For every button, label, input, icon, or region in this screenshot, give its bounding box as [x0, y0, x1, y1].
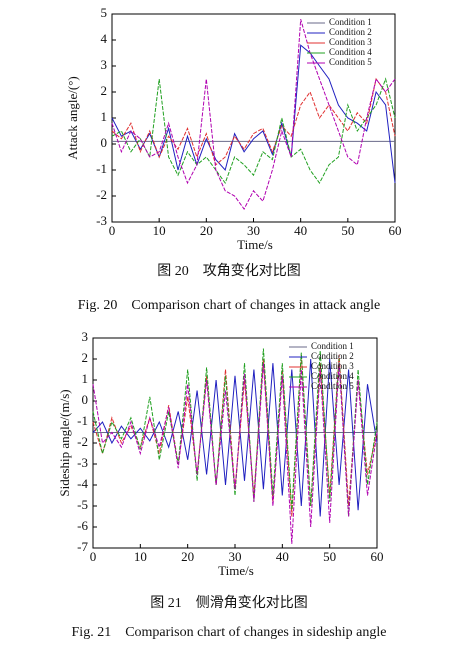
- series-line: [111, 19, 396, 210]
- caption-en: Fig. 21 Comparison chart of changes in s…: [72, 625, 387, 640]
- x-axis-label: Time/s: [237, 237, 273, 252]
- x-tick-label: 60: [371, 549, 384, 564]
- x-tick-label: 50: [341, 223, 354, 238]
- caption-cn: 图 20 攻角变化对比图: [157, 263, 301, 279]
- y-tick-label: 4: [101, 31, 108, 46]
- y-tick-label: -6: [77, 518, 88, 533]
- y-tick-label: -2: [77, 434, 88, 449]
- y-tick-label: 0: [82, 392, 89, 407]
- x-tick-label: 30: [229, 549, 242, 564]
- legend-label: Condition 5: [329, 57, 372, 67]
- y-tick-label: 2: [82, 350, 89, 365]
- series-line: [111, 77, 396, 185]
- x-tick-label: 60: [389, 223, 402, 238]
- y-tick-label: -7: [77, 539, 88, 554]
- x-tick-label: 30: [247, 223, 260, 238]
- caption-en: Fig. 20 Comparison chart of changes in a…: [78, 298, 380, 313]
- y-tick-label: 2: [101, 83, 108, 98]
- y-tick-label: 3: [82, 329, 89, 344]
- series-line: [92, 348, 378, 517]
- legend-label: Condition 3: [329, 37, 372, 47]
- y-tick-label: -3: [96, 213, 107, 228]
- x-tick-label: 50: [323, 549, 336, 564]
- y-tick-label: -2: [96, 187, 107, 202]
- series-line: [111, 77, 396, 166]
- legend-label: Condition 4: [329, 47, 372, 57]
- x-tick-label: 40: [276, 549, 289, 564]
- y-tick-label: -1: [77, 413, 88, 428]
- legend-label: Condition 2: [329, 27, 372, 37]
- y-tick-label: -1: [96, 161, 107, 176]
- series-line: [92, 363, 378, 544]
- series-line: [92, 358, 378, 517]
- caption-cn: 图 21 侧滑角变化对比图: [150, 594, 308, 611]
- legend-label: Condition 3: [311, 361, 354, 371]
- x-tick-label: 10: [134, 549, 147, 564]
- x-tick-label: 0: [109, 223, 116, 238]
- x-axis-label: Time/s: [218, 563, 254, 578]
- y-tick-label: -5: [77, 497, 88, 512]
- x-tick-label: 0: [90, 549, 97, 564]
- legend-label: Condition 2: [311, 351, 354, 361]
- y-tick-label: 1: [82, 371, 89, 386]
- y-axis-label: Attack angle/(°): [65, 76, 80, 160]
- x-tick-label: 20: [181, 549, 194, 564]
- series-line: [92, 354, 378, 517]
- legend-label: Condition 5: [311, 381, 354, 391]
- legend-label: Condition 1: [329, 17, 372, 27]
- y-tick-label: 1: [101, 109, 108, 124]
- legend-label: Condition 1: [311, 341, 354, 351]
- y-tick-label: 3: [101, 57, 108, 72]
- x-tick-label: 40: [294, 223, 307, 238]
- y-tick-label: 5: [101, 5, 108, 20]
- y-axis-label: Sideship angle/(m/s): [57, 389, 72, 496]
- x-tick-label: 10: [153, 223, 166, 238]
- y-tick-label: -4: [77, 476, 88, 491]
- y-tick-label: -3: [77, 455, 88, 470]
- legend-label: Condition 4: [311, 371, 354, 381]
- y-tick-label: 0: [101, 135, 108, 150]
- x-tick-label: 20: [200, 223, 213, 238]
